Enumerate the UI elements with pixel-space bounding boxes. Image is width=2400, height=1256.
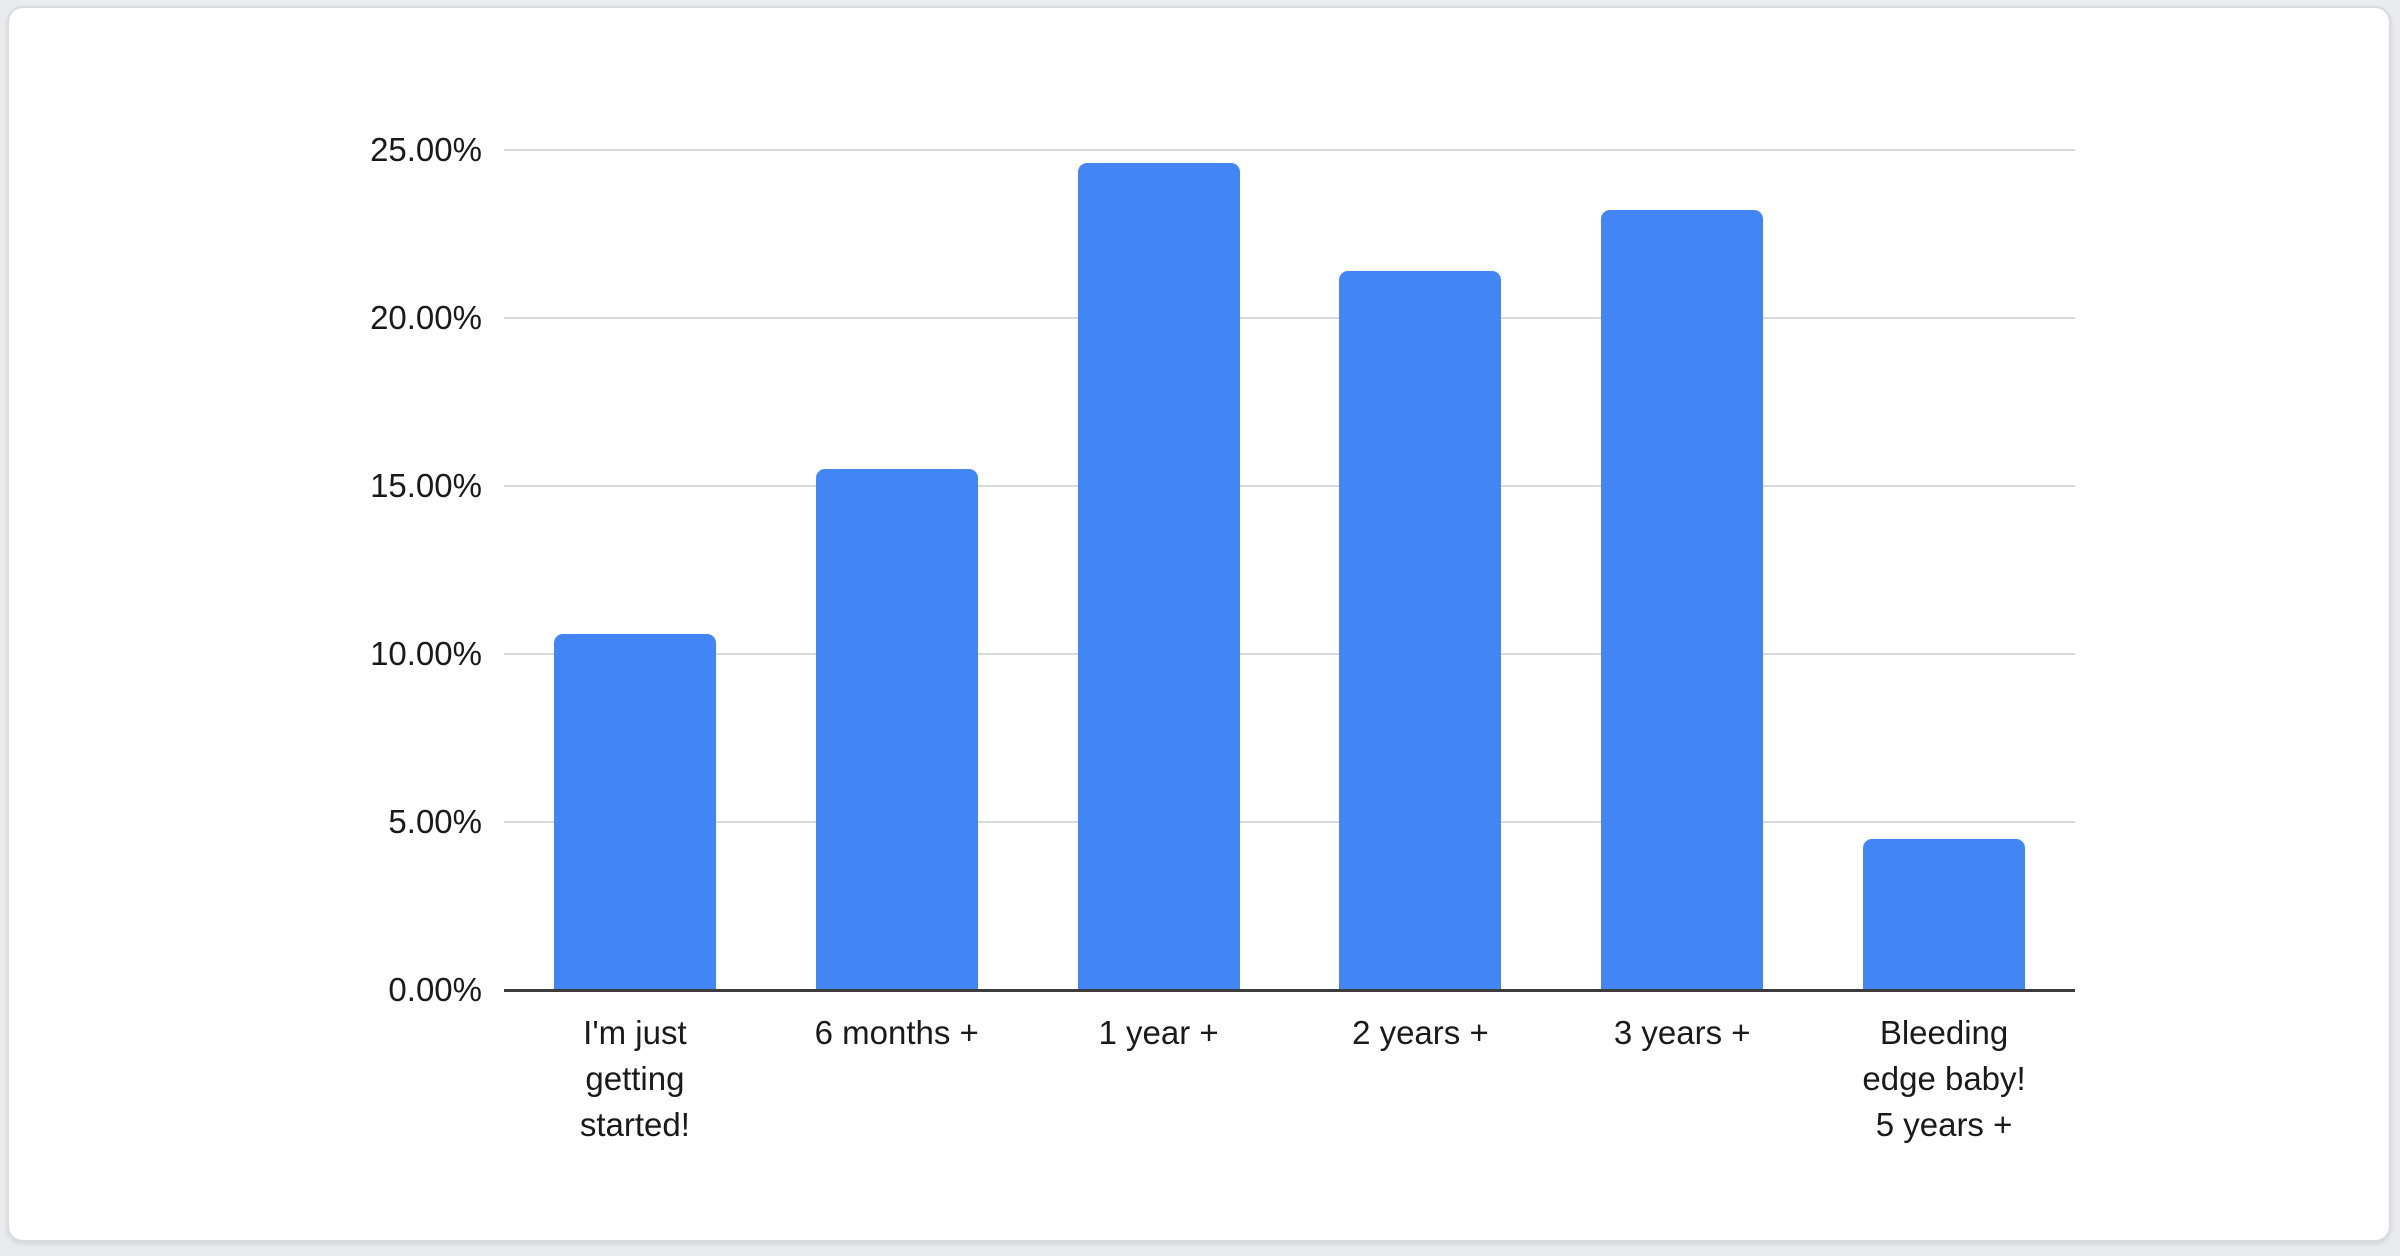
x-axis-label: 1 year + bbox=[1028, 1010, 1290, 1148]
gridline bbox=[504, 149, 2075, 151]
bar-slot bbox=[504, 150, 766, 990]
x-axis-label-line: Bleeding bbox=[1879, 1014, 2009, 1051]
x-axis-label-line: edge baby! bbox=[1862, 1060, 2026, 1097]
y-axis-label: 20.00% bbox=[370, 299, 482, 336]
y-axis-label: 10.00% bbox=[370, 635, 482, 672]
gridline bbox=[504, 821, 2075, 823]
x-axis-label: I'm just getting started! bbox=[504, 1010, 766, 1148]
bar bbox=[1077, 163, 1240, 990]
bar-slot bbox=[1551, 150, 1813, 990]
bar bbox=[815, 469, 978, 990]
x-axis-label-line: 3 years + bbox=[1613, 1014, 1751, 1051]
bar bbox=[1863, 838, 2026, 990]
chart-card: I'm just getting started! 6 months + 1 year … bbox=[7, 6, 2391, 1242]
bar-slot bbox=[1028, 150, 1290, 990]
gridline bbox=[504, 317, 2075, 319]
bar-slot bbox=[1813, 150, 2075, 990]
x-axis-label-line: getting bbox=[585, 1060, 685, 1097]
x-axis-label-line: 1 year + bbox=[1098, 1014, 1219, 1051]
bar-slot bbox=[766, 150, 1028, 990]
x-axis-label-line: 2 years + bbox=[1352, 1014, 1489, 1051]
x-axis-label: 6 months + bbox=[766, 1010, 1028, 1148]
x-axis-label: 2 years + bbox=[1289, 1010, 1551, 1148]
y-axis-label: 15.00% bbox=[370, 467, 482, 504]
bar bbox=[1339, 270, 1502, 990]
x-axis-label-line: started! bbox=[579, 1106, 690, 1143]
y-axis-label: 5.00% bbox=[388, 803, 482, 840]
x-axis-label: Bleeding edge baby! 5 years + bbox=[1813, 1010, 2075, 1148]
bar-slot bbox=[1289, 150, 1551, 990]
x-axis-label: 3 years + bbox=[1551, 1010, 1813, 1148]
x-axis-label-line: 5 years + bbox=[1875, 1106, 2013, 1143]
y-axis-label: 25.00% bbox=[370, 131, 482, 168]
x-axis-label-line: I'm just bbox=[583, 1014, 687, 1051]
bar bbox=[1601, 210, 1764, 990]
x-axis-line bbox=[504, 989, 2075, 992]
bar-chart: I'm just getting started! 6 months + 1 year … bbox=[370, 131, 2075, 1143]
y-axis-label: 0.00% bbox=[388, 971, 482, 1008]
gridline bbox=[504, 653, 2075, 655]
x-axis-label-line: 6 months + bbox=[814, 1014, 979, 1051]
x-axis: I'm just getting started! 6 months + 1 year … bbox=[504, 1010, 2075, 1148]
bar bbox=[553, 633, 716, 990]
gridline bbox=[504, 485, 2075, 487]
plot-area bbox=[504, 150, 2075, 990]
